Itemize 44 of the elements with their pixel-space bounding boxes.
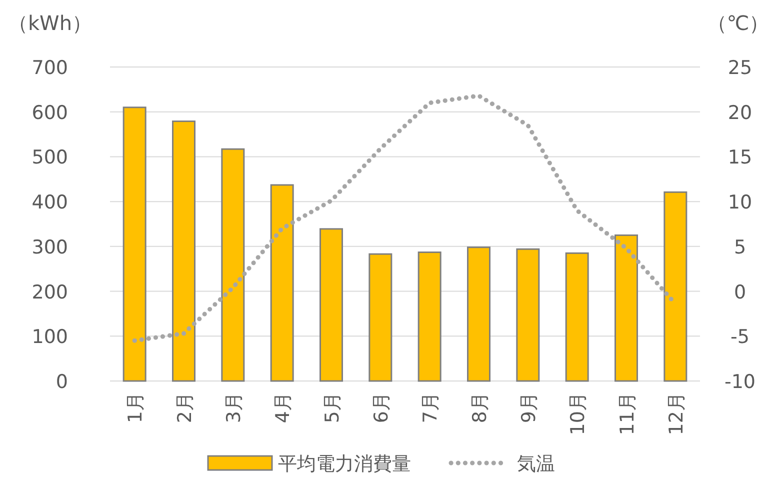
x-tick-label: 10月 bbox=[567, 392, 590, 436]
y-tick-label: 400 bbox=[32, 192, 68, 214]
bar bbox=[368, 253, 392, 382]
y2-tick-label: 15 bbox=[728, 146, 752, 169]
x-tick-label: 5月 bbox=[321, 392, 344, 424]
y-tick-label: 300 bbox=[32, 236, 68, 258]
legend-label: 平均電力消費量 bbox=[278, 453, 411, 475]
y-tick-label: 500 bbox=[32, 146, 68, 169]
x-tick-label: 8月 bbox=[468, 392, 491, 424]
y2-tick-label: 5 bbox=[734, 236, 746, 258]
bar bbox=[320, 228, 343, 382]
x-tick-label: 1月 bbox=[124, 392, 147, 424]
x-tick-label: 11月 bbox=[616, 392, 638, 436]
bar bbox=[122, 106, 146, 382]
bar bbox=[172, 120, 196, 382]
y2-tick-label: 20 bbox=[728, 102, 752, 124]
x-tick-label: 12月 bbox=[665, 392, 688, 436]
bar bbox=[418, 252, 442, 382]
bar bbox=[221, 148, 245, 382]
y-tick-label: 0 bbox=[56, 371, 68, 393]
bar bbox=[467, 246, 490, 382]
x-tick-label: 6月 bbox=[370, 392, 392, 424]
y2-tick-label: 0 bbox=[734, 281, 746, 304]
y-tick-label: 600 bbox=[32, 102, 68, 124]
bar bbox=[270, 184, 294, 382]
x-tick-label: 9月 bbox=[518, 392, 540, 424]
y-tick-label: 700 bbox=[32, 57, 68, 79]
y-axis-title: （kWh） bbox=[8, 11, 92, 35]
x-tick-label: 3月 bbox=[222, 392, 245, 424]
y2-tick-label: -10 bbox=[724, 371, 756, 393]
y2-tick-label: -5 bbox=[730, 326, 750, 348]
legend-label: 気温 bbox=[517, 453, 555, 475]
x-tick-label: 7月 bbox=[420, 392, 442, 424]
bar bbox=[614, 234, 638, 382]
y2-tick-label: 25 bbox=[728, 57, 752, 79]
y-tick-label: 200 bbox=[32, 281, 68, 304]
y-tick-label: 100 bbox=[32, 326, 68, 348]
y2-axis-title: （℃） bbox=[706, 11, 766, 35]
bar bbox=[516, 248, 540, 382]
x-tick-label: 4月 bbox=[272, 392, 294, 424]
x-tick-label: 2月 bbox=[174, 392, 196, 424]
bar bbox=[664, 191, 688, 382]
bar bbox=[565, 252, 589, 382]
y2-tick-label: 10 bbox=[728, 192, 752, 214]
